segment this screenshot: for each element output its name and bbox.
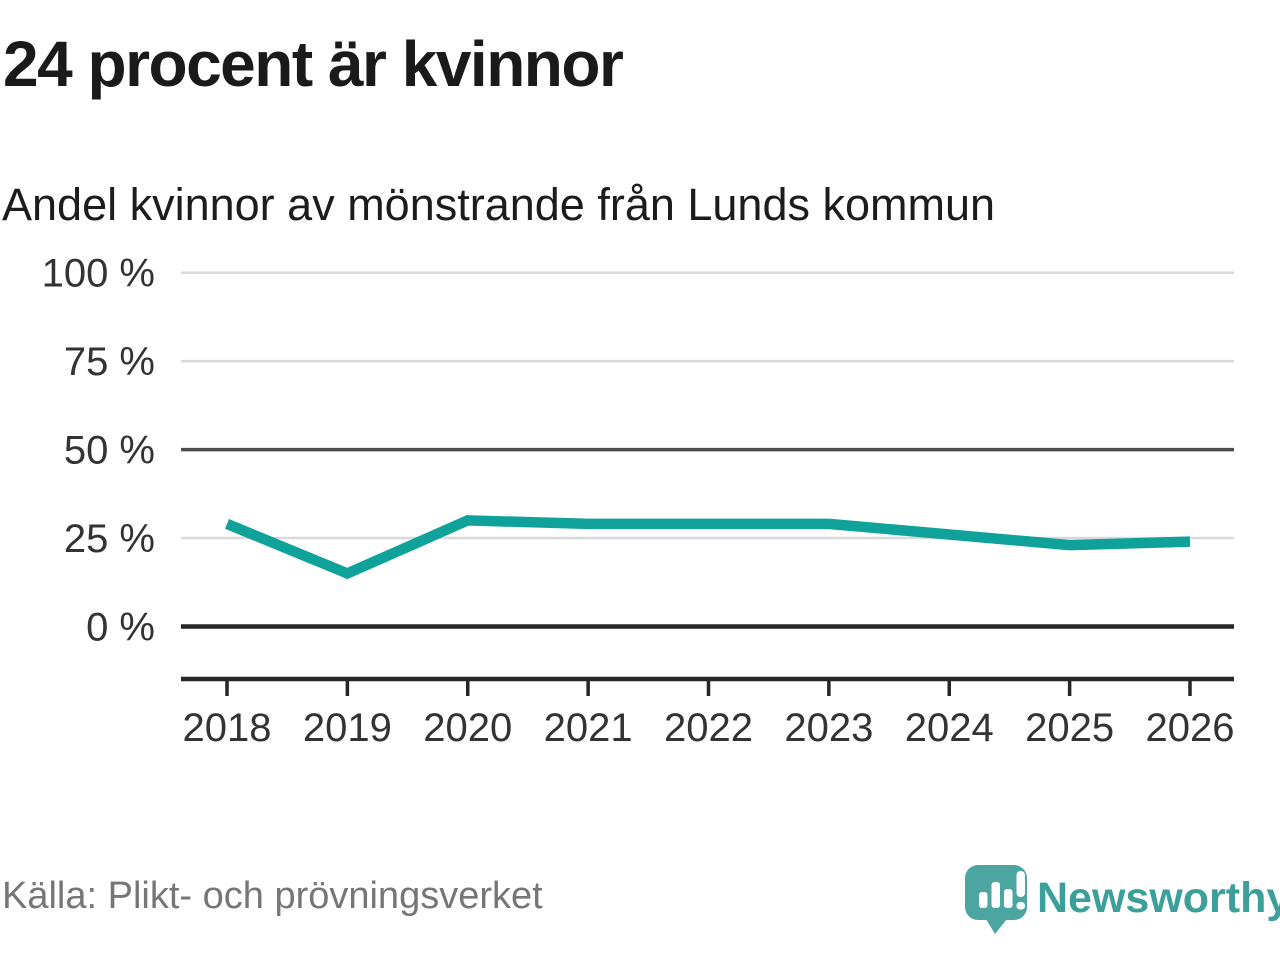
x-tick-label: 2025 <box>1025 706 1114 750</box>
y-tick-label: 75 % <box>64 340 155 384</box>
logo-bar-1 <box>979 892 988 908</box>
logo-exclamation-dot <box>1016 902 1025 910</box>
line-chart: 0 % 25 % 50 % 75 % 100 % 2018 2019 2020 2021 2022… <box>42 252 1235 750</box>
x-tick-label: 2022 <box>664 706 753 750</box>
x-tick-label: 2023 <box>784 706 873 750</box>
newsworthy-logo-icon <box>965 865 1027 934</box>
x-tick-label: 2021 <box>544 706 633 750</box>
x-tick-label: 2026 <box>1146 706 1235 750</box>
x-tick-label: 2020 <box>423 706 512 750</box>
y-tick-label: 100 % <box>42 252 155 296</box>
logo-bar-2 <box>991 882 1000 908</box>
x-tick-label: 2019 <box>303 706 392 750</box>
y-tick-label: 0 % <box>86 606 155 650</box>
x-tick-label: 2018 <box>183 706 272 750</box>
source-note: Källa: Plikt- och prövningsverket <box>2 875 543 917</box>
newsworthy-logo: Newsworthy <box>965 865 1280 934</box>
x-tick-label: 2024 <box>905 706 994 750</box>
y-tick-label: 25 % <box>64 517 155 561</box>
chart-subtitle: Andel kvinnor av mönstrande från Lunds k… <box>2 179 996 230</box>
data-line-share-of-women <box>225 515 1191 580</box>
chart-title: 24 procent är kvinnor <box>3 28 624 100</box>
brand-name: Newsworthy <box>1037 874 1280 922</box>
logo-bar-3 <box>1004 889 1013 908</box>
y-tick-label: 50 % <box>64 429 155 473</box>
logo-exclamation-icon <box>1016 871 1025 897</box>
